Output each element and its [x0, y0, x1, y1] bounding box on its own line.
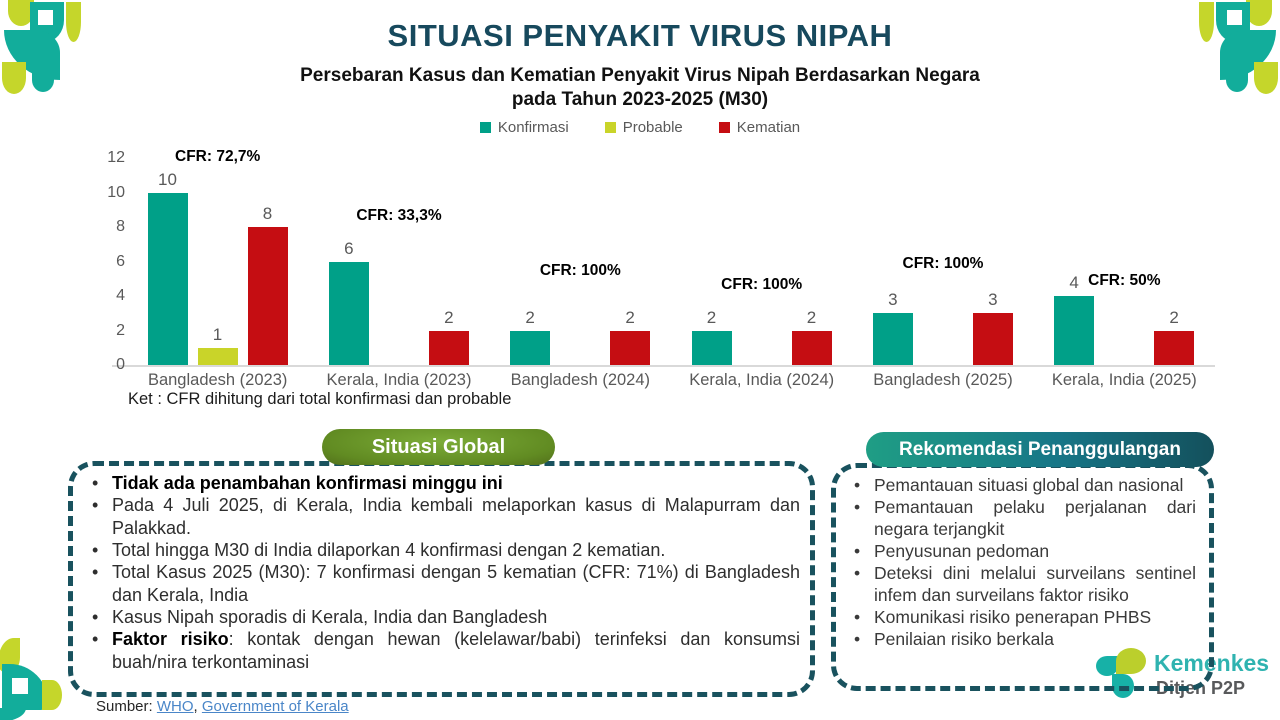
legend-item-probable: Probable [604, 119, 683, 136]
global-box-header: Situasi Global [322, 429, 555, 465]
category-label: Bangladesh (2023) [147, 371, 288, 389]
bullet-item: Penyusunan pedoman [846, 540, 1196, 562]
bullet-item: Deteksi dini melalui surveilans sentinel… [846, 562, 1196, 606]
global-box-content: Tidak ada penambahan konfirmasi minggu i… [84, 472, 800, 673]
bullet-item: Total hingga M30 di India dilaporkan 4 k… [84, 539, 800, 562]
chart-category-labels: Bangladesh (2023) Kerala, India (2023) Ban… [127, 371, 1215, 391]
recommendation-box-header: Rekomendasi Penanggulangan [866, 432, 1214, 467]
corner-ornament-top-left-icon [0, 0, 82, 96]
bar-value-label: 3 [888, 290, 898, 310]
bar-probable [197, 347, 238, 365]
source-link[interactable]: Government of Kerala [201, 698, 349, 715]
bar-konfirmasi [691, 330, 732, 365]
bar-value-label: 8 [262, 204, 273, 223]
legend-label: Kematian [736, 119, 801, 136]
bullet-item: Kasus Nipah sporadis di Kerala, India da… [84, 606, 800, 629]
bar-konfirmasi [147, 192, 188, 365]
legend-item-konfirmasi: Konfirmasi [479, 119, 569, 136]
bar-value-label: 3 [988, 290, 998, 310]
y-axis-tick: 0 [116, 356, 125, 373]
bar-konfirmasi [328, 261, 369, 365]
source-label: Sumber: [96, 698, 153, 715]
chart-legend: Konfirmasi Probable Kematian [0, 119, 1280, 136]
bar-group: 10 1 8 CFR: 72,7% [127, 148, 308, 365]
page-title: SITUASI PENYAKIT VIRUS NIPAH [387, 18, 893, 53]
cfr-annotation: CFR: 100% [539, 262, 621, 279]
source-link[interactable]: WHO [156, 698, 194, 715]
corner-ornament-bottom-left-icon [0, 638, 64, 720]
bar-value-label: 2 [1169, 307, 1179, 327]
y-axis-tick: 2 [116, 321, 125, 339]
bar-value-label: 10 [158, 169, 177, 189]
y-axis-tick: 12 [107, 149, 125, 166]
recommendation-box-content: Pemantauan situasi global dan nasionalPe… [846, 474, 1196, 650]
legend-item-kematian: Kematian [718, 119, 801, 136]
cfr-annotation: CFR: 72,7% [175, 148, 261, 165]
y-axis-tick: 6 [116, 252, 125, 270]
bar-value-label: 2 [806, 307, 817, 327]
ditjen-p2p-text: Ditjen P2P [1156, 678, 1246, 698]
category-label: Bangladesh (2024) [510, 371, 651, 389]
bar-group: 4 2 CFR: 50% [1034, 158, 1215, 365]
legend-swatch-icon [604, 122, 616, 133]
bar-value-label: 2 [525, 307, 535, 327]
y-axis-tick: 8 [116, 218, 125, 235]
bullet-item: Total Kasus 2025 (M30): 7 konfirmasi den… [84, 561, 800, 606]
category-label: Kerala, India (2023) [326, 371, 472, 389]
bullet-item: Pada 4 Juli 2025, di Kerala, India kemba… [84, 494, 800, 539]
y-axis-tick: 4 [116, 287, 125, 304]
bar-chart: 0 2 4 6 8 10 12 10 1 8 CFR: 72,7% 6 2 CFR: 33,3% 2 2 CFR… [107, 148, 1215, 373]
bar-kematian [972, 313, 1013, 365]
legend-label: Probable [622, 119, 683, 136]
global-box [68, 461, 815, 697]
cfr-annotation: CFR: 100% [721, 276, 803, 293]
bar-kematian [791, 330, 832, 365]
bullet-item: Tidak ada penambahan konfirmasi minggu i… [84, 472, 800, 495]
bar-group: 2 2 CFR: 100% [490, 158, 671, 365]
legend-label: Konfirmasi [497, 119, 569, 136]
bar-group: 2 2 CFR: 100% [671, 158, 852, 365]
bar-value-label: 4 [1069, 273, 1079, 292]
chart-baseline [112, 365, 1215, 367]
bullet-item: Pemantauan situasi global dan nasional [846, 474, 1196, 496]
bar-konfirmasi [1054, 296, 1095, 365]
cfr-annotation: CFR: 100% [902, 255, 984, 272]
bar-group: 6 2 CFR: 33,3% [308, 158, 489, 365]
bar-value-label: 2 [444, 307, 454, 327]
bar-value-label: 2 [625, 307, 635, 327]
y-axis-tick: 10 [107, 183, 125, 201]
bar-konfirmasi [872, 313, 913, 365]
bullet-item: Komunikasi risiko penerapan PHBS [846, 606, 1196, 628]
bar-group: 3 3 CFR: 100% [852, 158, 1033, 365]
bar-kematian [428, 330, 469, 365]
bar-value-label: 1 [212, 324, 223, 344]
corner-ornament-top-right-icon [1198, 0, 1280, 96]
category-label: Kerala, India (2024) [689, 371, 835, 389]
source-line: Sumber: WHO, Government of Kerala [96, 698, 349, 715]
bar-kematian [247, 227, 288, 365]
bar-konfirmasi [510, 330, 551, 365]
bullet-item: Penilaian risiko berkala [846, 628, 1196, 650]
category-label: Bangladesh (2025) [873, 371, 1013, 389]
legend-swatch-icon [479, 122, 491, 133]
bar-kematian [1154, 330, 1195, 365]
legend-swatch-icon [718, 122, 730, 133]
cfr-annotation: CFR: 33,3% [356, 207, 442, 224]
bullet-item: Faktor risiko: kontak dengan hewan (kele… [84, 628, 800, 673]
bar-value-label: 2 [706, 307, 717, 327]
bar-kematian [610, 330, 651, 365]
chart-subtitle: Persebaran Kasus dan Kematian Penyakit V… [300, 65, 980, 110]
category-label: Kerala, India (2025) [1051, 371, 1197, 389]
cfr-annotation: CFR: 50% [1088, 272, 1161, 289]
recommendation-box [831, 463, 1214, 691]
bar-value-label: 6 [344, 238, 354, 258]
chart-note: Ket : CFR dihitung dari total konfirmasi… [128, 390, 512, 408]
kemenkes-logo-icon [1096, 656, 1118, 676]
bullet-item: Pemantauan pelaku perjalanan dari negara… [846, 496, 1196, 540]
